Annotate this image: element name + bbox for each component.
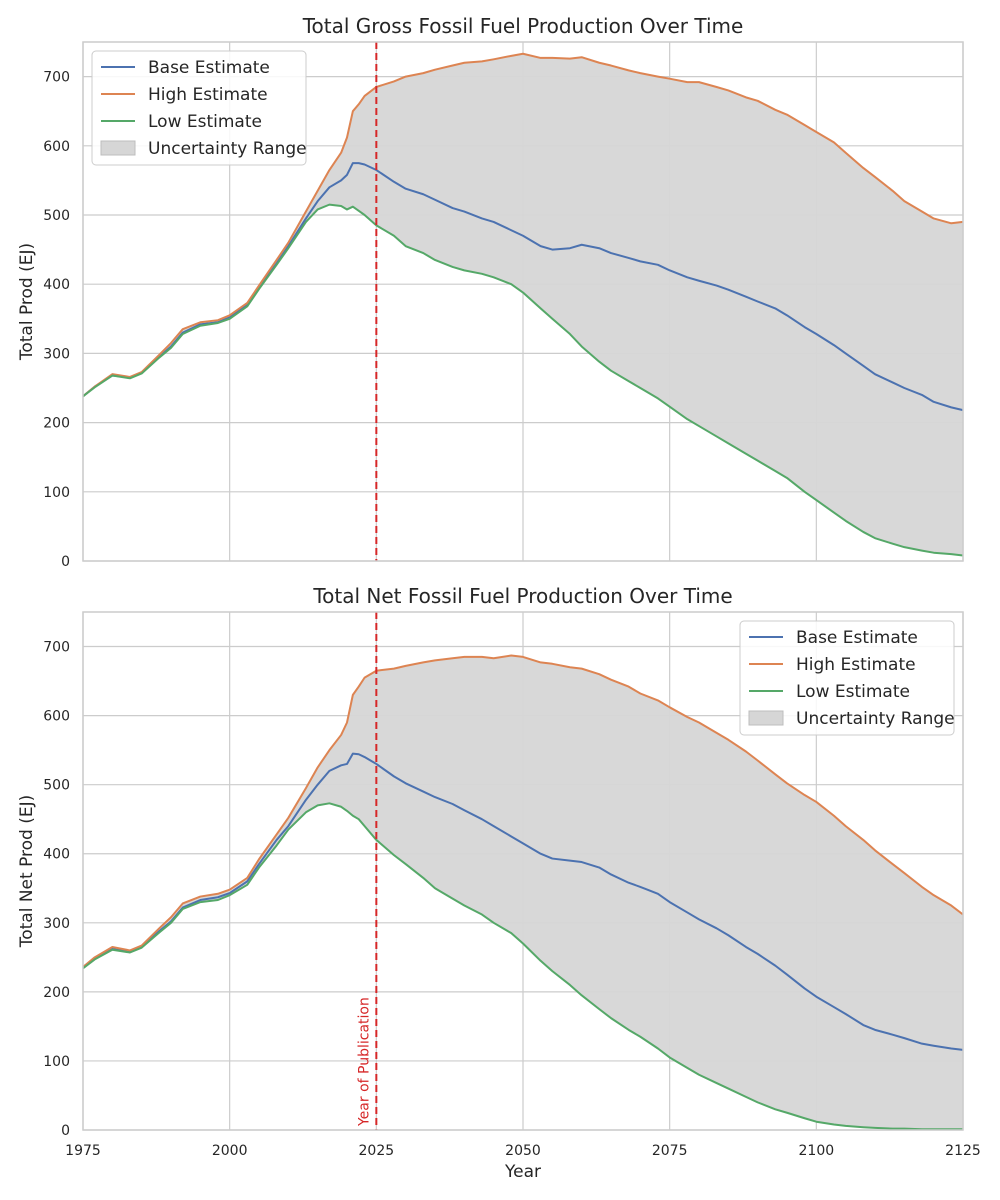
y-tick-label: 700 — [43, 640, 70, 656]
legend: Base Estimate High Estimate Low Estimate Un… — [91, 50, 307, 166]
y-tick-label: 300 — [43, 346, 70, 362]
series-line-base-estimate — [82, 162, 964, 412]
legend-box — [739, 620, 955, 736]
legend-label-high-estimate: High Estimate — [148, 85, 268, 105]
legend-label-uncertainty-range: Uncertainty Range — [148, 139, 307, 159]
legend-label-base-estimate: Base Estimate — [148, 58, 270, 78]
y-tick-label: 600 — [43, 709, 70, 725]
axes-frame — [82, 41, 964, 562]
x-tick-label: 1975 — [65, 1143, 101, 1159]
legend-box — [91, 50, 307, 166]
legend-label-base-estimate: Base Estimate — [796, 628, 918, 648]
legend-label-low-estimate: Low Estimate — [796, 682, 910, 702]
y-tick-label: 200 — [43, 416, 70, 432]
y-tick-label: 100 — [43, 1054, 70, 1070]
series-line-base-estimate — [82, 752, 964, 1051]
legend-label-uncertainty-range: Uncertainty Range — [796, 709, 955, 729]
uncertainty-range-band — [83, 53, 963, 556]
series-line-high-estimate — [82, 52, 964, 398]
y-tick-label: 700 — [43, 70, 70, 86]
y-tick-label: 300 — [43, 916, 70, 932]
legend: Base Estimate High Estimate Low Estimate Un… — [739, 620, 955, 736]
y-tick-label: 400 — [43, 847, 70, 863]
y-tick-label: 0 — [61, 554, 70, 570]
y-axis-label: Total Net Prod (EJ) — [17, 795, 37, 949]
gross-production-chart: 0 100 200 300 400 500 600 700 Total Prod (EJ) Tot… — [17, 14, 964, 570]
legend-label-high-estimate: High Estimate — [796, 655, 916, 675]
axes-frame — [82, 611, 964, 1131]
x-tick-label: 2100 — [799, 1143, 835, 1159]
x-tick-label: 2050 — [505, 1143, 541, 1159]
series-line-low-estimate — [82, 802, 963, 1131]
y-tick-label: 500 — [43, 208, 70, 224]
legend-swatch-uncertainty-range — [100, 140, 136, 156]
uncertainty-range-band — [83, 655, 963, 1130]
net-production-chart: Year of Publication 0 100 200 300 400 500 600 70… — [17, 584, 981, 1182]
chart-title: Total Gross Fossil Fuel Production Over … — [302, 14, 744, 38]
x-tick-label: 2075 — [652, 1143, 688, 1159]
chart-title: Total Net Fossil Fuel Production Over Ti… — [312, 584, 732, 608]
y-axis-label: Total Prod (EJ) — [17, 243, 37, 361]
publication-year-label: Year of Publication — [356, 997, 372, 1127]
legend-swatch-uncertainty-range — [748, 710, 784, 726]
x-tick-label: 2125 — [945, 1143, 981, 1159]
y-tick-label: 100 — [43, 485, 70, 501]
series-line-high-estimate — [82, 654, 964, 968]
x-tick-label: 2025 — [359, 1143, 395, 1159]
y-tick-label: 200 — [43, 985, 70, 1001]
y-tick-label: 0 — [61, 1123, 70, 1139]
x-axis-label: Year — [504, 1162, 541, 1182]
series-line-low-estimate — [82, 203, 964, 557]
legend-label-low-estimate: Low Estimate — [148, 112, 262, 132]
y-tick-label: 500 — [43, 778, 70, 794]
x-tick-label: 2000 — [212, 1143, 248, 1159]
y-tick-label: 600 — [43, 139, 70, 155]
y-tick-label: 400 — [43, 277, 70, 293]
